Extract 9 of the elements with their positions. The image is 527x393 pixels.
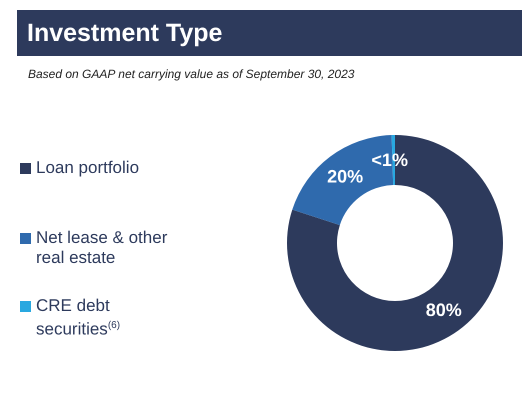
legend-label: Loan portfolio bbox=[36, 158, 140, 178]
data-label: 80% bbox=[426, 300, 462, 320]
data-label: 20% bbox=[327, 166, 364, 187]
legend-label: CRE debt securities$^{(6)}$ bbox=[36, 296, 122, 340]
legend-label: Net lease & other real estate bbox=[36, 228, 168, 268]
donut-slice bbox=[287, 135, 503, 351]
data-label: <1% bbox=[371, 150, 408, 170]
chart-subtitle: Based on GAAP net carrying value as of September 30, 2023 bbox=[28, 67, 354, 81]
chart-title: Investment Type bbox=[17, 10, 522, 56]
